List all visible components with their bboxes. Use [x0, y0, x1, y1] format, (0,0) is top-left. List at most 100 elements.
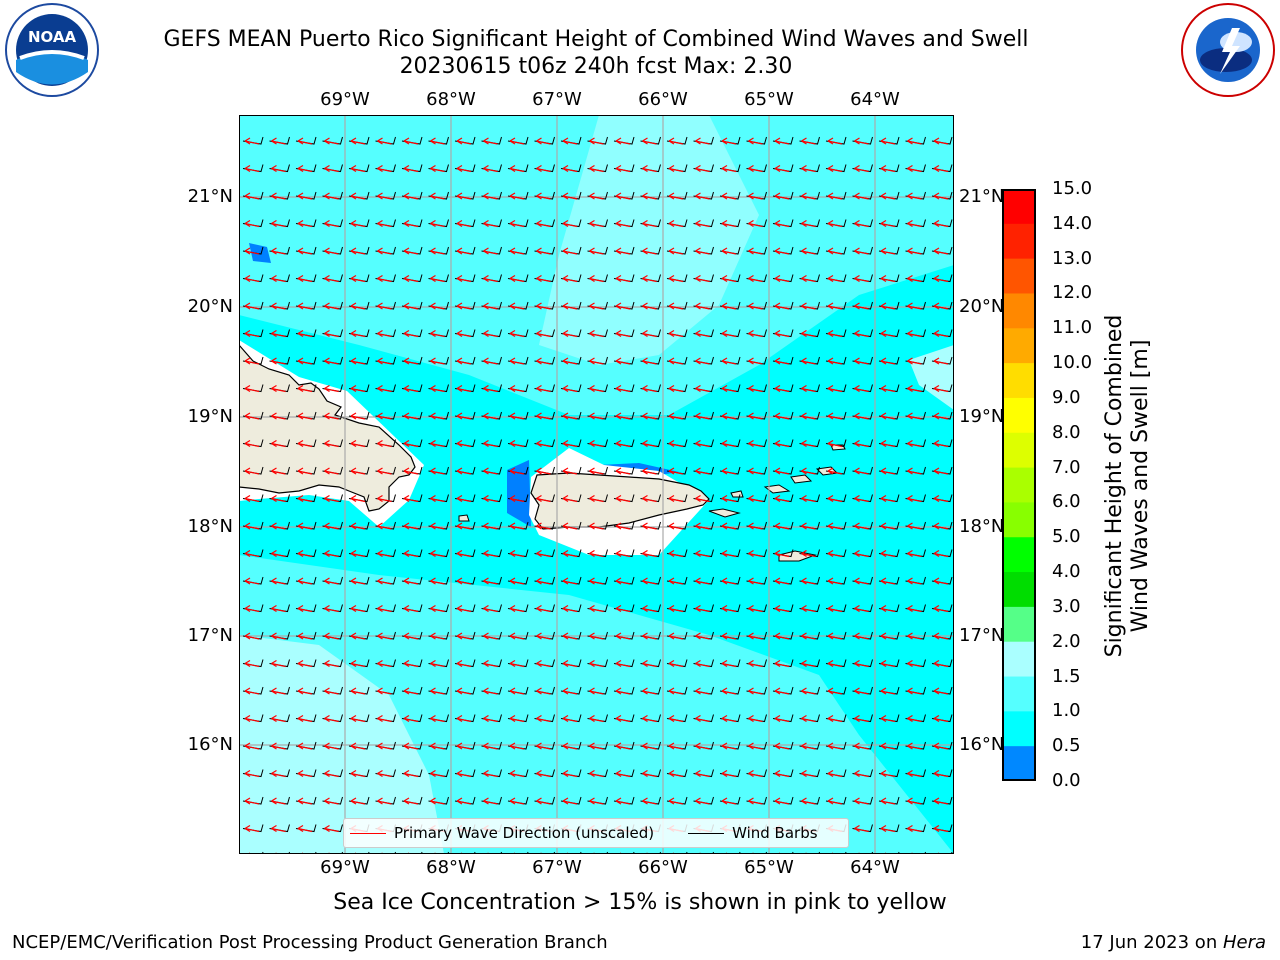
wave-direction-arrow [774, 742, 790, 750]
wave-direction-arrow [297, 164, 313, 173]
wave-direction-arrow [774, 632, 790, 640]
wave-direction-arrow [774, 659, 790, 668]
wave-direction-arrow [827, 632, 843, 640]
wave-direction-arrow [615, 247, 631, 255]
wave-direction-arrow [324, 824, 339, 833]
colorbar-segment [1002, 467, 1036, 503]
wave-direction-arrow [403, 659, 419, 668]
wave-direction-arrow [668, 714, 684, 723]
wave-direction-arrow [377, 494, 392, 503]
wave-direction-arrow [509, 632, 525, 640]
wave-direction-arrow [509, 467, 525, 475]
lon-label-top: 66°W [638, 89, 688, 110]
wave-direction-arrow [907, 522, 922, 530]
wave-direction-arrow [536, 522, 551, 530]
wave-direction-arrow [933, 467, 949, 475]
wave-direction-arrow [509, 274, 525, 283]
wave-direction-arrow [907, 412, 922, 420]
wave-direction-arrow [801, 357, 816, 365]
wave-direction-arrow [668, 632, 684, 640]
wave-direction-arrow [244, 714, 260, 723]
colorbar-tick-label: 13.0 [1052, 247, 1093, 269]
wave-direction-arrow [271, 302, 286, 310]
wave-direction-arrow [350, 329, 366, 338]
wave-direction-arrow [854, 824, 869, 833]
wave-direction-arrow [748, 522, 763, 530]
wave-direction-arrow [456, 687, 472, 695]
wave-direction-arrow [350, 384, 366, 393]
wave-direction-arrow [456, 137, 472, 145]
wave-direction-arrow [721, 467, 737, 475]
wave-direction-arrow [589, 797, 604, 805]
wave-direction-arrow [695, 797, 710, 805]
wave-height-map [239, 115, 954, 854]
wave-direction-arrow [271, 247, 286, 255]
wave-direction-arrow [297, 797, 313, 805]
wave-direction-arrow [536, 797, 551, 805]
wave-direction-arrow [854, 577, 869, 585]
wave-direction-arrow [827, 412, 843, 420]
wave-direction-arrow [748, 467, 763, 475]
wave-direction-arrow [933, 164, 949, 173]
wave-direction-arrow [748, 659, 763, 668]
wave-direction-arrow [880, 494, 896, 503]
wave-direction-arrow [695, 549, 710, 558]
wave-direction-arrow [430, 357, 445, 365]
wave-direction-arrow [774, 137, 790, 145]
wave-direction-arrow [403, 577, 419, 585]
wave-direction-arrow [244, 769, 260, 778]
wave-direction-arrow [403, 137, 419, 145]
wave-direction-arrow [271, 604, 286, 613]
wave-direction-arrow [615, 302, 631, 310]
wave-direction-arrow [721, 659, 737, 668]
wave-direction-arrow [403, 274, 419, 283]
wave-direction-arrow [880, 192, 896, 200]
wave-direction-arrow [668, 494, 684, 503]
lat-label-right: 21°N [959, 186, 1005, 207]
wave-direction-arrow [695, 439, 710, 448]
wave-direction-arrow [933, 687, 949, 695]
wave-direction-arrow [403, 164, 419, 173]
wave-direction-arrow [244, 522, 260, 530]
wave-direction-arrow [536, 219, 551, 228]
wave-direction-arrow [483, 632, 498, 640]
wave-direction-arrow [801, 384, 816, 393]
wave-direction-arrow [244, 659, 260, 668]
wave-direction-arrow [483, 137, 498, 145]
wave-direction-arrow [589, 577, 604, 585]
wave-direction-arrow [324, 357, 339, 365]
wave-direction-arrow [244, 577, 260, 585]
legend-wave-label: Primary Wave Direction (unscaled) [394, 824, 655, 842]
sea-region-lighter [909, 345, 954, 410]
wave-direction-arrow [562, 577, 578, 585]
wave-direction-arrow [801, 192, 816, 200]
wave-direction-arrow [695, 137, 710, 145]
wave-direction-arrow [880, 439, 896, 448]
wave-direction-arrow [854, 604, 869, 613]
wave-direction-arrow [801, 549, 816, 558]
wave-direction-arrow [933, 604, 949, 613]
wave-direction-arrow [615, 384, 631, 393]
wave-direction-arrow [827, 384, 843, 393]
wave-direction-arrow [721, 329, 737, 338]
wave-direction-arrow [430, 769, 445, 778]
wave-direction-arrow [801, 659, 816, 668]
wave-direction-arrow [456, 769, 472, 778]
wave-direction-arrow [377, 384, 392, 393]
wave-direction-arrow [562, 742, 578, 750]
wave-direction-arrow [509, 192, 525, 200]
wave-direction-arrow [880, 357, 896, 365]
wave-direction-arrow [562, 357, 578, 365]
wave-direction-arrow [907, 494, 922, 503]
wave-direction-arrow [907, 742, 922, 750]
wave-direction-arrow [536, 632, 551, 640]
wave-direction-arrow [907, 384, 922, 393]
wave-direction-arrow [854, 302, 869, 310]
wave-direction-arrow [350, 357, 366, 365]
wave-direction-arrow [536, 659, 551, 668]
wave-direction-arrow [483, 742, 498, 750]
wave-direction-arrow [880, 302, 896, 310]
wave-direction-arrow [509, 797, 525, 805]
colorbar-tick-label: 11.0 [1052, 317, 1093, 339]
wave-direction-arrow [483, 164, 498, 173]
